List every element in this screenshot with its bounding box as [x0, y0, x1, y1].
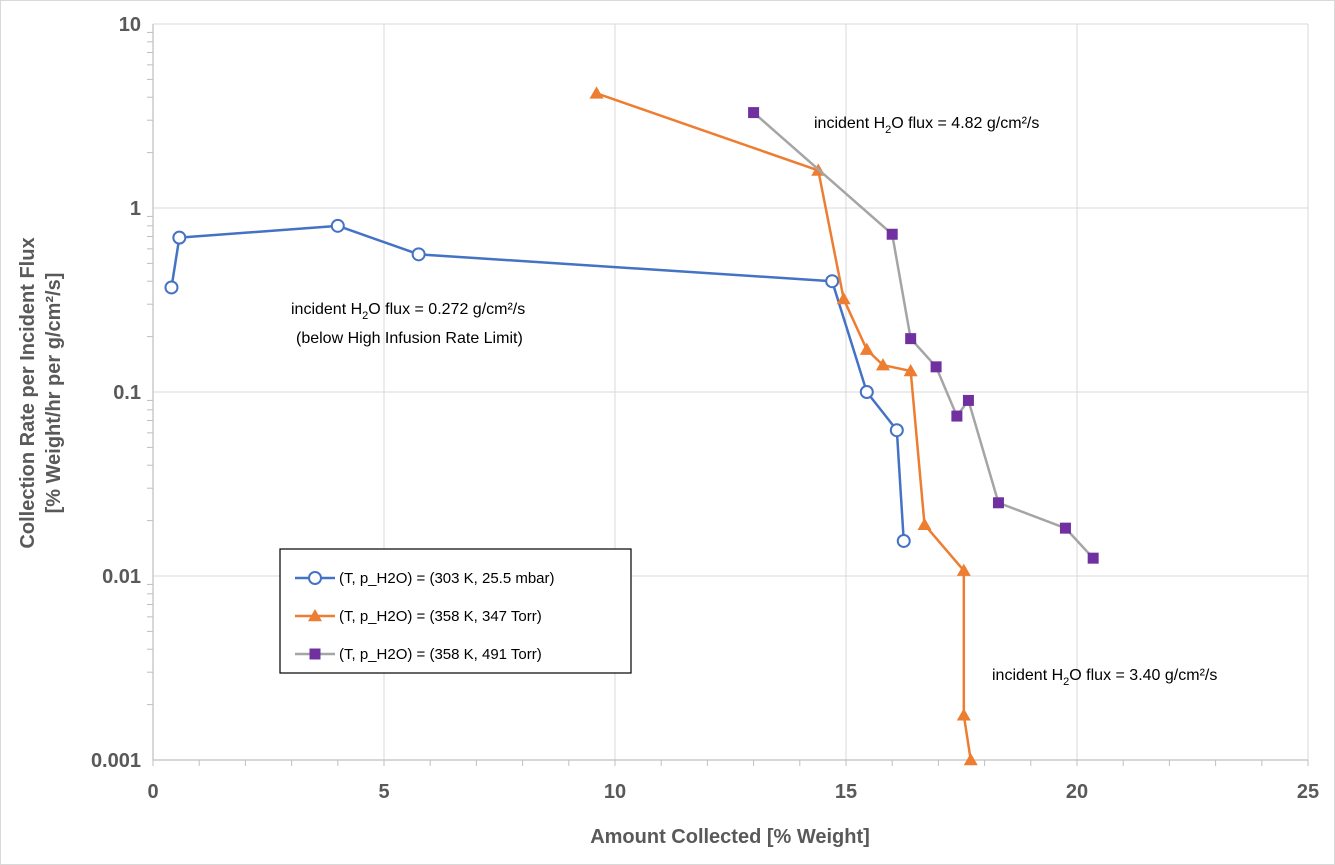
legend: (T, p_H2O) = (303 K, 25.5 mbar) (T, p_H2O…: [279, 548, 632, 674]
series-3-point: [930, 361, 942, 373]
series-2-point: [875, 358, 890, 371]
x-tick-label: 0: [147, 781, 158, 803]
series-3: [748, 107, 1099, 564]
legend-box: [279, 548, 632, 674]
series-3-point: [962, 394, 974, 406]
x-tick-label: 5: [378, 781, 389, 803]
x-tick-label: 15: [835, 781, 857, 803]
series-2-point: [956, 563, 971, 576]
y-tick-label: 0.01: [102, 566, 141, 588]
series-2-point: [836, 292, 851, 305]
y-tick-label: 1: [130, 198, 141, 220]
series-2-point: [963, 753, 978, 766]
annotation-flux-340: incident H2O flux = 3.40 g/cm²/s: [992, 667, 1217, 688]
series-3-point: [1059, 522, 1071, 534]
legend-items: (T, p_H2O) = (303 K, 25.5 mbar) (T, p_H2O…: [295, 570, 555, 663]
series-3-point: [1087, 552, 1099, 564]
series-1-point: [859, 385, 874, 399]
series-1-point: [825, 274, 840, 289]
y-axis-title-line1: Collection Rate per Incident Flux: [17, 237, 39, 548]
legend-marker-1: [308, 571, 322, 585]
series-1-point: [411, 247, 426, 262]
series-3-point: [992, 497, 1004, 509]
series-1-point: [164, 280, 179, 295]
series-3-line: [752, 111, 1095, 560]
series-2-point: [917, 517, 932, 530]
x-tick-label: 10: [604, 781, 626, 803]
series-1-point: [896, 533, 911, 548]
series-layer: [164, 86, 1099, 766]
legend-label-3: (T, p_H2O) = (358 K, 491 Torr): [339, 646, 542, 663]
series-3-point: [748, 107, 760, 119]
series-2-point: [903, 364, 918, 377]
series-2-point: [859, 342, 874, 355]
legend-marker-3: [309, 648, 321, 660]
series-3-point: [951, 410, 963, 422]
series-1-point: [330, 218, 345, 233]
series-3-point: [886, 228, 898, 240]
series-1: [164, 218, 911, 548]
y-tick-labels: 10 1 0.1 0.01 0.001: [91, 14, 141, 772]
series-1-point: [172, 230, 187, 245]
x-axis-title: Amount Collected [% Weight]: [590, 826, 870, 848]
series-2-point: [589, 86, 604, 99]
legend-label-1: (T, p_H2O) = (303 K, 25.5 mbar): [339, 570, 555, 587]
axes: [147, 24, 1309, 766]
series-1-line: [170, 224, 905, 542]
series-2-point: [956, 708, 971, 721]
series-2: [589, 86, 978, 766]
legend-marker-2: [308, 609, 322, 622]
annotation-flux-482: incident H2O flux = 4.82 g/cm²/s: [814, 115, 1039, 136]
annotation-flux-0272: incident H2O flux = 0.272 g/cm²/s: [291, 301, 525, 322]
legend-label-2: (T, p_H2O) = (358 K, 347 Torr): [339, 608, 542, 625]
x-tick-label: 20: [1066, 781, 1088, 803]
y-tick-label: 10: [119, 14, 141, 36]
series-3-point: [905, 333, 917, 345]
y-tick-label: 0.1: [113, 382, 141, 404]
series-2-line: [596, 92, 972, 761]
series-1-point: [889, 423, 904, 438]
x-tick-label: 25: [1297, 781, 1319, 803]
annotation-below-limit: (below High Infusion Rate Limit): [296, 330, 523, 347]
y-axis-title-line2: [% Weight/hr per g/cm²/s]: [43, 273, 65, 514]
y-tick-label: 0.001: [91, 750, 141, 772]
x-tick-labels: 0 5 10 15 20 25: [147, 781, 1319, 803]
